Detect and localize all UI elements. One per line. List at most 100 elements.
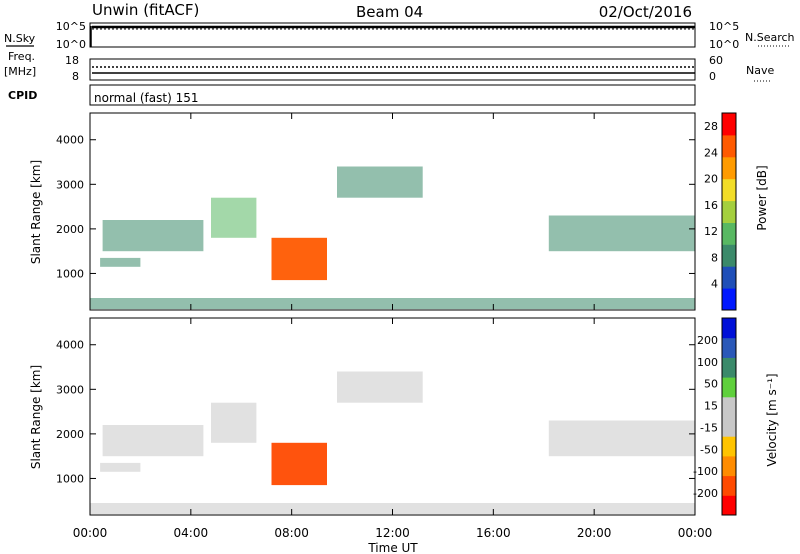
time-axis-title: Time UT (367, 541, 418, 554)
cpid-text: normal (fast) 151 (94, 91, 198, 105)
colorbar-segment (722, 244, 736, 267)
colorbar-segment (722, 266, 736, 289)
colorbar-segment (722, 357, 736, 378)
colorbar-tick-label: 8 (711, 251, 718, 264)
y-tick-label: 3000 (56, 178, 84, 191)
y-tick-label: 3000 (56, 383, 84, 396)
freq-label: Freq. (8, 50, 35, 63)
nsky-label: N.Sky (4, 32, 36, 45)
echo-region-early_band_high (102, 220, 204, 252)
colorbar-tick-label: 50 (704, 378, 718, 391)
noise-strip-frame (89, 22, 696, 48)
velocity-colorbar-label: Velocity [m s⁻¹] (765, 373, 779, 466)
power-plot-frame (89, 112, 696, 311)
colorbar-segment (722, 337, 736, 358)
nave-right-bottom-tick: 0 (709, 70, 716, 83)
x-tick-label: 20:00 (577, 526, 612, 540)
echo-region-core_echo (271, 237, 327, 281)
echo-region-core_echo (271, 442, 327, 486)
x-tick-label: 12:00 (375, 526, 410, 540)
colorbar-tick-label: -100 (693, 465, 718, 478)
power-y-axis: 1000 2000 3000 4000 (56, 134, 695, 280)
x-tick-label: 16:00 (476, 526, 511, 540)
colorbar-segment (722, 377, 736, 398)
velocity-ylabel: Slant Range [km] (29, 365, 43, 469)
colorbar-frame (721, 112, 737, 311)
echo-region-near_range (90, 503, 695, 515)
colorbar-segment (722, 288, 736, 311)
cpid-label: CPID (8, 89, 37, 102)
colorbar-tick-label: 100 (697, 356, 718, 369)
nave-label: Nave (746, 64, 774, 77)
colorbar-tick-label: 15 (704, 400, 718, 413)
y-tick-label: 4000 (56, 339, 84, 352)
colorbar-segment (722, 416, 736, 437)
mhz-label: [MHz] (4, 65, 36, 78)
velocity-plot-frame (89, 317, 696, 516)
echo-region-evening_band (548, 420, 695, 457)
colorbar-segment (722, 156, 736, 180)
power-panel (90, 166, 695, 310)
colorbar-segment (722, 222, 736, 245)
colorbar-tick-label: 200 (697, 334, 718, 347)
colorbar-segment (722, 134, 736, 158)
echo-region-evening_band (548, 215, 695, 252)
colorbar-tick-label: -200 (693, 487, 718, 500)
time-axis: 00:00 04:00 08:00 12:00 16:00 20:00 00:00 (73, 113, 713, 540)
power-colorbar-label: Power [dB] (755, 165, 769, 230)
colorbar-tick-label: 16 (704, 199, 718, 212)
echo-region-early_band_low (100, 257, 141, 267)
echo-region-early_band_low (100, 462, 141, 472)
y-tick-label: 2000 (56, 223, 84, 236)
beam-title: Beam 04 (356, 3, 423, 21)
freq-left-bottom-tick: 8 (72, 70, 79, 83)
x-tick-label: 04:00 (174, 526, 209, 540)
y-tick-label: 1000 (56, 472, 84, 485)
freq-strip-frame (89, 58, 696, 81)
colorbar-tick-label: 12 (704, 225, 718, 238)
x-tick-label: 00:00 (678, 526, 713, 540)
colorbar-frame (721, 317, 737, 516)
colorbar-tick-label: -50 (700, 443, 718, 456)
colorbar-segment (722, 113, 736, 136)
echo-region-midday_patch (337, 166, 423, 198)
x-tick-label: 08:00 (274, 526, 309, 540)
noise-right-bottom-tick: 10^0 (709, 38, 739, 51)
noise-left-top-tick: 10^5 (56, 20, 86, 33)
colorbar-tick-label: 20 (704, 173, 718, 186)
velocity-colorbar: 200 100 50 15 -15 -50 -100 -200 (693, 317, 737, 516)
colorbar-segment (722, 455, 736, 477)
date-title: 02/Oct/2016 (599, 3, 692, 21)
echo-region-near_range (90, 298, 695, 310)
colorbar-tick-label: 4 (711, 278, 718, 291)
colorbar-tick-label: 28 (704, 120, 718, 133)
nsearch-label: N.Search (745, 31, 795, 44)
echo-region-midday_patch (337, 371, 423, 403)
freq-left-top-tick: 18 (65, 54, 79, 67)
x-tick-label: 00:00 (73, 526, 108, 540)
power-ylabel: Slant Range [km] (29, 160, 43, 264)
y-tick-label: 1000 (56, 267, 84, 280)
colorbar-segment (722, 200, 736, 223)
colorbar-segment (722, 178, 736, 202)
echo-region-early_band_high (102, 425, 204, 457)
y-tick-label: 4000 (56, 134, 84, 147)
colorbar-tick-label: 24 (704, 146, 718, 159)
noise-left-bottom-tick: 10^0 (56, 38, 86, 51)
echo-region-dawn_arc (211, 197, 257, 238)
colorbar-tick-label: -15 (700, 421, 718, 434)
colorbar-segment (722, 318, 736, 339)
echo-region-dawn_arc (211, 402, 257, 443)
y-tick-label: 2000 (56, 428, 84, 441)
velocity-y-axis: 1000 2000 3000 4000 (56, 339, 695, 485)
cpid-strip-frame (89, 84, 696, 106)
nave-right-top-tick: 60 (709, 54, 723, 67)
velocity-panel (90, 371, 695, 515)
colorbar-segment (722, 475, 736, 496)
station-title: Unwin (fitACF) (92, 1, 199, 19)
colorbar-segment (722, 436, 736, 457)
power-colorbar: 4 8 12 16 20 24 28 (704, 112, 737, 311)
colorbar-segment (722, 495, 736, 516)
colorbar-segment (722, 396, 736, 417)
